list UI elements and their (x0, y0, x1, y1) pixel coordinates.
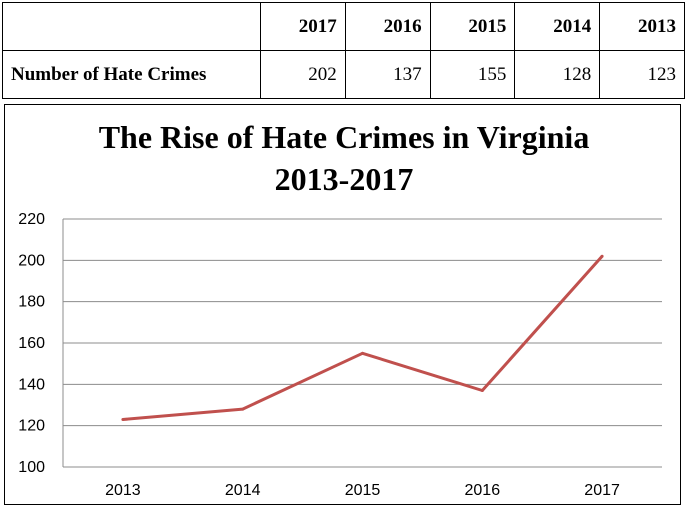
table-header-cell: 2016 (344, 2, 431, 51)
x-tick-label: 2014 (225, 482, 261, 499)
table-cell: 137 (344, 50, 431, 99)
x-tick-label: 2013 (105, 482, 141, 499)
data-table: 2017 2016 2015 2014 2013 Number of Hate … (2, 2, 685, 99)
table-cell: 123 (599, 50, 685, 99)
line-chart: The Rise of Hate Crimes in Virginia 2013… (18, 119, 662, 499)
table-header-row: 2017 2016 2015 2014 2013 (2, 2, 685, 51)
chart-title-line-1: The Rise of Hate Crimes in Virginia (99, 119, 590, 155)
chart-area: The Rise of Hate Crimes in Virginia 2013… (4, 104, 681, 505)
table-row: Number of Hate Crimes 202 137 155 128 12… (2, 50, 685, 99)
table-cell: 128 (514, 50, 601, 99)
data-point (480, 389, 484, 393)
table-row-label: Number of Hate Crimes (2, 50, 261, 99)
table-header-cell: 2017 (260, 2, 346, 51)
y-tick-label: 100 (18, 459, 45, 476)
y-tick-label: 200 (18, 252, 45, 269)
table-cell: 155 (429, 50, 516, 99)
chart-title-line-2: 2013-2017 (275, 161, 414, 197)
y-tick-label: 140 (18, 376, 45, 393)
table-header-cell: 2013 (599, 2, 685, 51)
table-header-cell: 2015 (429, 2, 516, 51)
x-tick-label: 2015 (345, 482, 381, 499)
data-point (361, 351, 364, 355)
table-header-blank (2, 2, 261, 51)
y-tick-label: 160 (18, 335, 45, 352)
data-point (241, 407, 245, 411)
x-tick-label: 2016 (465, 482, 501, 499)
table-header-cell: 2014 (514, 2, 601, 51)
data-point (600, 254, 604, 258)
table-cell: 202 (260, 50, 346, 99)
x-tick-label: 2017 (584, 482, 620, 499)
data-point (121, 417, 125, 421)
series-line (122, 255, 604, 421)
y-tick-label: 220 (18, 211, 45, 228)
y-tick-label: 120 (18, 418, 45, 435)
y-tick-label: 180 (18, 294, 45, 311)
